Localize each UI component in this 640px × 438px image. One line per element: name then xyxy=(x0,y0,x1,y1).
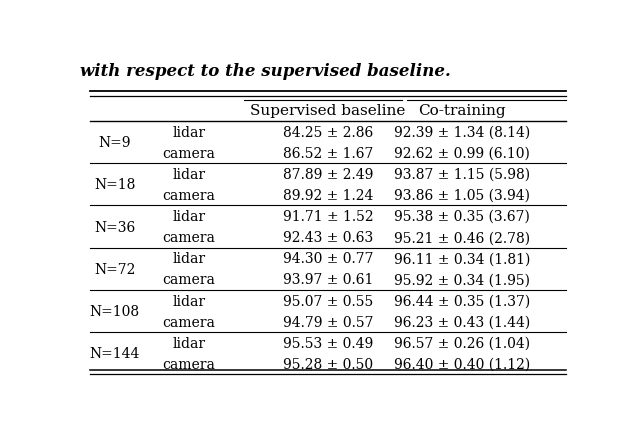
Text: N=18: N=18 xyxy=(94,178,136,192)
Text: camera: camera xyxy=(163,357,216,371)
Text: camera: camera xyxy=(163,315,216,329)
Text: N=9: N=9 xyxy=(99,136,131,150)
Text: 92.62 ± 0.99 (6.10): 92.62 ± 0.99 (6.10) xyxy=(394,146,530,160)
Text: 92.43 ± 0.63: 92.43 ± 0.63 xyxy=(283,231,373,244)
Text: 89.92 ± 1.24: 89.92 ± 1.24 xyxy=(283,188,373,202)
Text: Supervised baseline: Supervised baseline xyxy=(250,103,406,117)
Text: lidar: lidar xyxy=(173,336,205,350)
Text: 94.79 ± 0.57: 94.79 ± 0.57 xyxy=(283,315,373,329)
Text: 96.23 ± 0.43 (1.44): 96.23 ± 0.43 (1.44) xyxy=(394,315,530,329)
Text: camera: camera xyxy=(163,231,216,244)
Text: 96.44 ± 0.35 (1.37): 96.44 ± 0.35 (1.37) xyxy=(394,294,530,308)
Text: camera: camera xyxy=(163,273,216,287)
Text: Co-training: Co-training xyxy=(418,103,506,117)
Text: 95.07 ± 0.55: 95.07 ± 0.55 xyxy=(283,294,373,308)
Text: 96.11 ± 0.34 (1.81): 96.11 ± 0.34 (1.81) xyxy=(394,252,530,266)
Text: 95.38 ± 0.35 (3.67): 95.38 ± 0.35 (3.67) xyxy=(394,209,530,223)
Text: 95.28 ± 0.50: 95.28 ± 0.50 xyxy=(283,357,373,371)
Text: lidar: lidar xyxy=(173,252,205,266)
Text: 92.39 ± 1.34 (8.14): 92.39 ± 1.34 (8.14) xyxy=(394,125,530,139)
Text: N=144: N=144 xyxy=(90,346,140,360)
Text: 94.30 ± 0.77: 94.30 ± 0.77 xyxy=(283,252,373,266)
Text: 87.89 ± 2.49: 87.89 ± 2.49 xyxy=(283,167,373,181)
Text: 93.97 ± 0.61: 93.97 ± 0.61 xyxy=(283,273,373,287)
Text: 93.87 ± 1.15 (5.98): 93.87 ± 1.15 (5.98) xyxy=(394,167,530,181)
Text: 95.21 ± 0.46 (2.78): 95.21 ± 0.46 (2.78) xyxy=(394,231,530,244)
Text: camera: camera xyxy=(163,146,216,160)
Text: N=108: N=108 xyxy=(90,304,140,318)
Text: N=36: N=36 xyxy=(94,220,135,234)
Text: 84.25 ± 2.86: 84.25 ± 2.86 xyxy=(283,125,373,139)
Text: 96.40 ± 0.40 (1.12): 96.40 ± 0.40 (1.12) xyxy=(394,357,530,371)
Text: N=72: N=72 xyxy=(94,262,136,276)
Text: lidar: lidar xyxy=(173,294,205,308)
Text: lidar: lidar xyxy=(173,125,205,139)
Text: with respect to the supervised baseline.: with respect to the supervised baseline. xyxy=(80,63,451,80)
Text: 95.53 ± 0.49: 95.53 ± 0.49 xyxy=(283,336,373,350)
Text: lidar: lidar xyxy=(173,167,205,181)
Text: 91.71 ± 1.52: 91.71 ± 1.52 xyxy=(283,209,373,223)
Text: camera: camera xyxy=(163,188,216,202)
Text: 95.92 ± 0.34 (1.95): 95.92 ± 0.34 (1.95) xyxy=(394,273,530,287)
Text: 96.57 ± 0.26 (1.04): 96.57 ± 0.26 (1.04) xyxy=(394,336,530,350)
Text: 93.86 ± 1.05 (3.94): 93.86 ± 1.05 (3.94) xyxy=(394,188,530,202)
Text: lidar: lidar xyxy=(173,209,205,223)
Text: 86.52 ± 1.67: 86.52 ± 1.67 xyxy=(283,146,373,160)
